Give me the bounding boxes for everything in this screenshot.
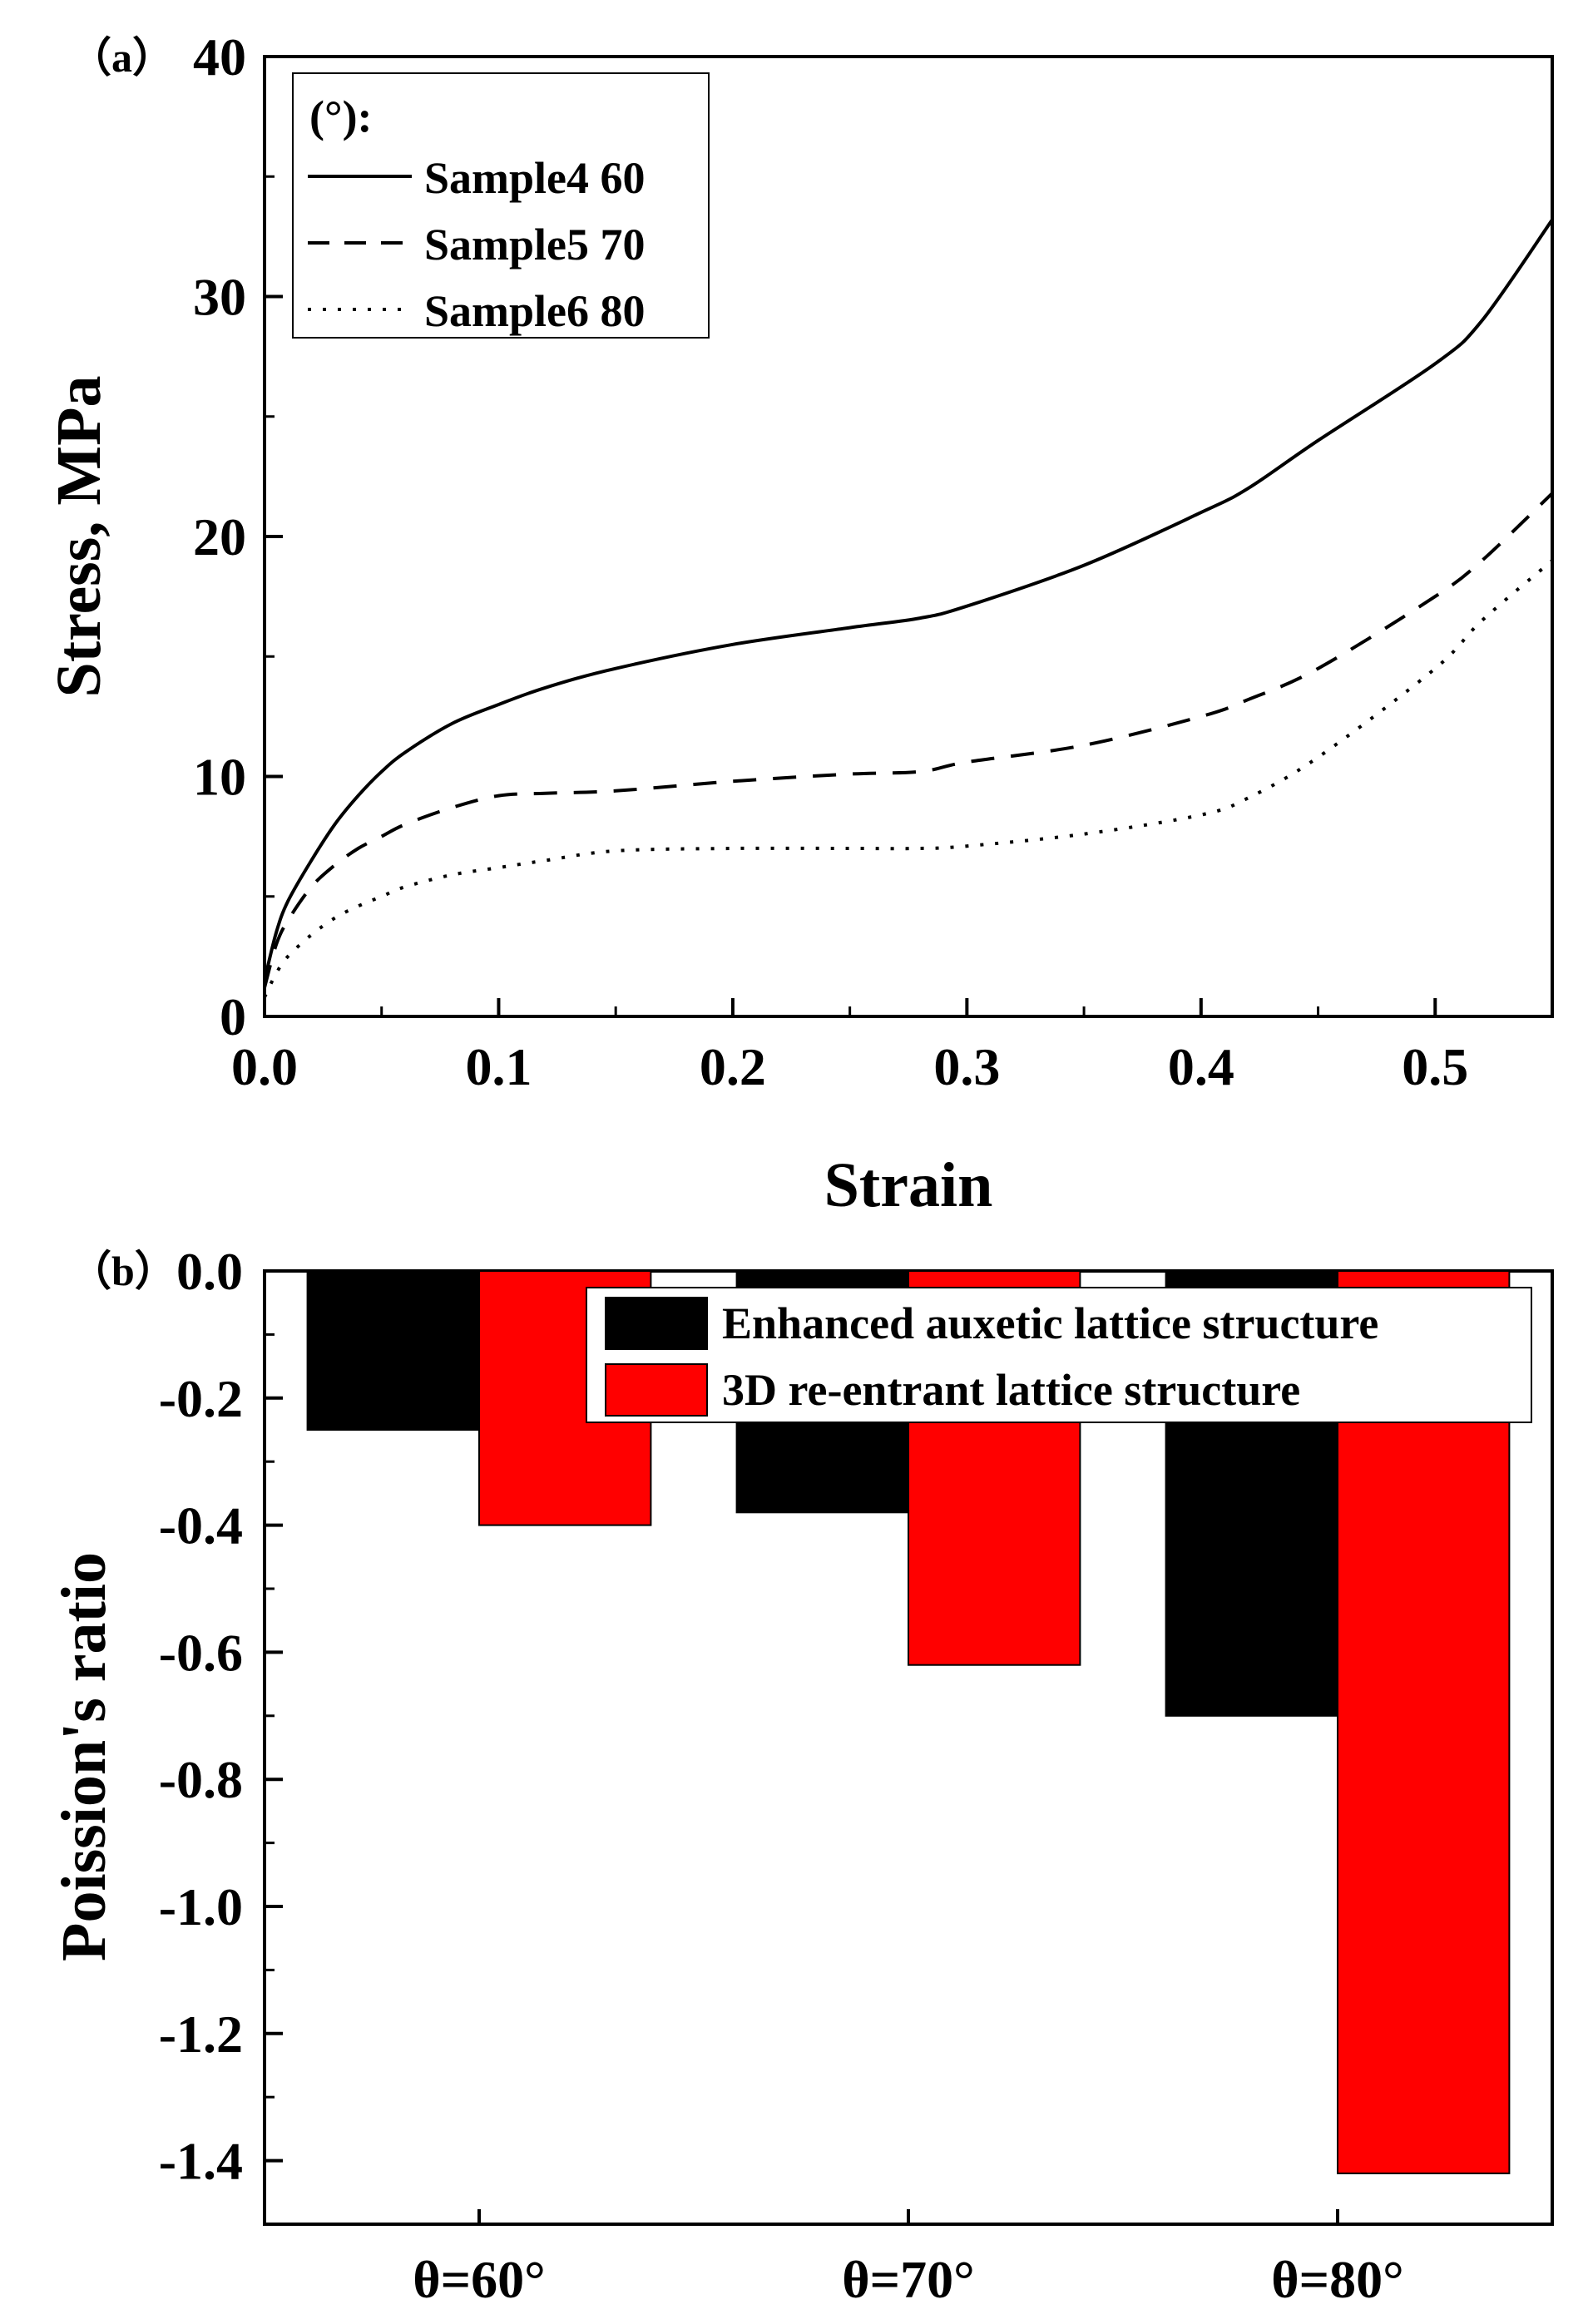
legend-label-sample5: Sample5 70 (424, 220, 646, 269)
y-axis-ticks-a: 0 10 20 30 40 (193, 27, 283, 1046)
x-tick-label-a: 0.0 (231, 1037, 298, 1096)
panel-label-b: （b） (70, 1248, 176, 1294)
y-axis-ticks-b: 0.0 -0.2 -0.4 -0.6 -0.8 -1.0 -1.2 -1.4 (159, 1242, 283, 2191)
legend-label-sample4: Sample4 60 (424, 153, 646, 203)
legend-box-a (292, 72, 710, 339)
series-line-sample4 (263, 219, 1554, 982)
legend-a: (°): Sample4 60 Sample5 70 Sample6 80 (292, 72, 710, 339)
y-tick-label-b: -0.6 (159, 1623, 243, 1682)
series-line-sample6 (263, 559, 1554, 998)
x-axis-ticks-a: 0.0 0.1 0.2 0.3 0.4 0.5 (231, 998, 1554, 1096)
x-axis-title-a: Strain (824, 1150, 993, 1220)
y-tick-label-a: 0 (220, 987, 246, 1046)
bar-enhanced-0 (306, 1270, 480, 1431)
x-tick-label-a: 0.2 (700, 1037, 766, 1096)
y-tick-label-b: -1.4 (159, 2132, 243, 2191)
legend-b: Enhanced auxetic lattice structure 3D re… (586, 1287, 1532, 1423)
x-category-label-b: θ=80° (1271, 2250, 1403, 2309)
x-category-label-b: θ=60° (413, 2250, 545, 2309)
x-tick-label-a: 0.5 (1402, 1037, 1468, 1096)
legend-label-enhanced: Enhanced auxetic lattice structure (722, 1298, 1378, 1348)
legend-label-sample6: Sample6 80 (424, 286, 646, 336)
y-tick-label-b: -1.2 (159, 2005, 243, 2064)
y-tick-label-b: -0.4 (159, 1496, 243, 1555)
y-tick-label-b: -1.0 (159, 1877, 243, 1936)
y-tick-label-a: 40 (193, 27, 246, 87)
y-tick-label-a: 20 (193, 507, 246, 566)
series-line-sample5 (263, 492, 1554, 988)
y-tick-label-b: -0.8 (159, 1750, 243, 1809)
legend-label-reentrant: 3D re-entrant lattice structure (722, 1365, 1300, 1415)
x-tick-label-a: 0.3 (933, 1037, 1000, 1096)
legend-swatch-reentrant (605, 1363, 708, 1417)
poisson-ratio-chart: （b） 0.0 -0.2 -0.4 -0.6 -0.8 -1.0 -1.2 -1.4 θ=60… (49, 1242, 1554, 2309)
x-tick-label-a: 0.1 (465, 1037, 532, 1096)
x-axis-categories-b: θ=60° θ=70° θ=80° (413, 2209, 1404, 2309)
y-axis-title-a: Stress, MPa (44, 376, 114, 698)
panel-label-a: （a） (70, 34, 174, 81)
x-category-label-b: θ=70° (842, 2250, 974, 2309)
legend-box-b (586, 1287, 1532, 1423)
y-axis-title-b: Poission's ratio (49, 1552, 119, 1961)
legend-swatch-enhanced (605, 1297, 708, 1350)
y-tick-label-b: 0.0 (176, 1242, 243, 1301)
y-tick-label-a: 10 (193, 748, 246, 807)
x-tick-label-a: 0.4 (1168, 1037, 1234, 1096)
y-tick-label-b: -0.2 (159, 1369, 243, 1428)
series-lines-a (263, 219, 1554, 998)
legend-title-a: (°): (309, 91, 373, 141)
y-tick-label-a: 30 (193, 268, 246, 327)
